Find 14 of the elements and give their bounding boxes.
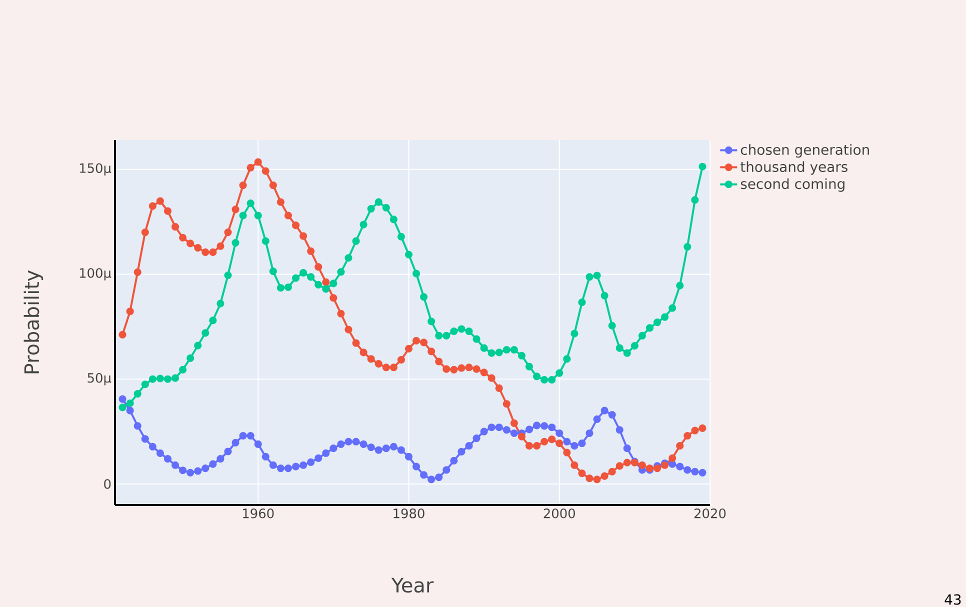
x-tick-label: 2000 [544,508,575,518]
x-tick-label: 1980 [394,508,424,518]
y-tick-label: 0 [104,479,111,489]
y-axis-title: Probability [24,270,44,374]
legend-label: thousand years [740,161,848,175]
text: 43 [944,594,961,605]
y-tick-label: 150μ [80,163,112,176]
y-tick-label: 100μ [80,268,112,280]
x-tick-label: 2020 [694,508,726,518]
x-axis-title: Year [391,578,434,593]
legend-label: chosen generation [740,144,869,158]
x-tick-label: 1960 [243,508,274,518]
y-tick-label: 50μ [88,372,112,386]
legend-label: second coming [740,178,844,192]
